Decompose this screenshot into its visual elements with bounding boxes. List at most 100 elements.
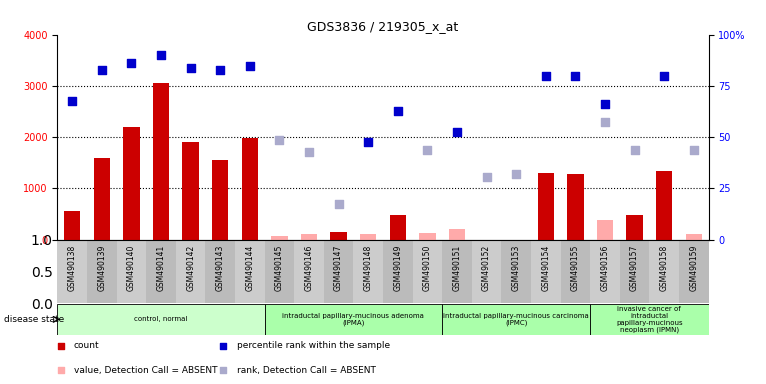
Bar	[64, 212, 80, 240]
Bar	[264, 240, 294, 303]
Text: value, Detection Call = ABSENT: value, Detection Call = ABSENT	[74, 366, 218, 375]
Bar	[301, 235, 317, 240]
Bar	[271, 235, 287, 240]
Point	[391, 108, 404, 114]
Point	[155, 52, 167, 58]
Bar	[242, 138, 258, 240]
Point	[510, 171, 522, 177]
Point	[54, 367, 67, 373]
Text: GSM490154: GSM490154	[542, 245, 550, 291]
Bar	[87, 240, 116, 303]
Bar	[390, 215, 406, 240]
Text: GSM490144: GSM490144	[245, 245, 254, 291]
Bar	[93, 157, 110, 240]
Bar	[360, 235, 376, 240]
Point	[421, 147, 434, 153]
Point	[599, 101, 611, 107]
Text: GSM490148: GSM490148	[364, 245, 373, 291]
Point	[480, 174, 493, 180]
Bar	[442, 240, 472, 303]
Text: GSM490159: GSM490159	[689, 245, 699, 291]
Bar	[153, 83, 169, 240]
Text: GSM490143: GSM490143	[216, 245, 224, 291]
Bar	[294, 240, 324, 303]
Bar	[146, 240, 176, 303]
Bar	[597, 220, 613, 240]
Text: control, normal: control, normal	[134, 316, 188, 322]
Title: GDS3836 / 219305_x_at: GDS3836 / 219305_x_at	[307, 20, 459, 33]
Point	[569, 73, 581, 79]
Text: intraductal papillary-mucinous carcinoma
(IPMC): intraductal papillary-mucinous carcinoma…	[444, 313, 589, 326]
Text: rank, Detection Call = ABSENT: rank, Detection Call = ABSENT	[237, 366, 375, 375]
Text: GSM490138: GSM490138	[67, 245, 77, 291]
Text: GSM490158: GSM490158	[660, 245, 669, 291]
Bar	[531, 240, 561, 303]
Bar	[176, 240, 205, 303]
Bar	[442, 304, 590, 335]
Bar	[561, 240, 590, 303]
Point	[599, 119, 611, 125]
Text: GSM490149: GSM490149	[393, 245, 402, 291]
Bar	[264, 304, 442, 335]
Bar	[413, 240, 442, 303]
Bar	[502, 240, 531, 303]
Text: percentile rank within the sample: percentile rank within the sample	[237, 341, 390, 350]
Point	[540, 73, 552, 79]
Text: GSM490139: GSM490139	[97, 245, 106, 291]
Point	[362, 139, 375, 145]
Point	[96, 67, 108, 73]
Bar	[590, 240, 620, 303]
Text: count: count	[74, 341, 100, 350]
Bar	[182, 142, 198, 240]
Point	[688, 147, 700, 153]
Text: GSM490146: GSM490146	[305, 245, 313, 291]
Point	[214, 67, 227, 73]
Bar	[627, 215, 643, 240]
Bar	[353, 240, 383, 303]
Text: GSM490145: GSM490145	[275, 245, 284, 291]
Bar	[123, 127, 139, 240]
Bar	[212, 160, 228, 240]
Text: GSM490141: GSM490141	[156, 245, 165, 291]
Point	[273, 137, 286, 143]
Point	[332, 201, 345, 207]
Point	[185, 65, 197, 71]
Bar	[449, 229, 465, 240]
Bar	[472, 240, 502, 303]
Text: GSM490140: GSM490140	[127, 245, 136, 291]
Bar	[383, 240, 413, 303]
Point	[628, 147, 640, 153]
Text: intraductal papillary-mucinous adenoma
(IPMA): intraductal papillary-mucinous adenoma (…	[283, 313, 424, 326]
Bar	[116, 240, 146, 303]
Bar	[686, 235, 702, 240]
Bar	[650, 240, 679, 303]
Bar	[324, 240, 353, 303]
Point	[126, 60, 138, 66]
Bar	[538, 173, 554, 240]
Point	[303, 149, 315, 156]
Point	[658, 73, 670, 79]
Bar	[568, 174, 584, 240]
Bar	[235, 240, 264, 303]
Text: invasive cancer of
intraductal
papillary-mucinous
neoplasm (IPMN): invasive cancer of intraductal papillary…	[616, 306, 683, 333]
Bar	[57, 240, 87, 303]
Point	[218, 367, 230, 373]
Text: GSM490151: GSM490151	[453, 245, 461, 291]
Text: GSM490150: GSM490150	[423, 245, 432, 291]
Bar	[679, 240, 709, 303]
Text: GSM490152: GSM490152	[482, 245, 491, 291]
Text: GSM490155: GSM490155	[571, 245, 580, 291]
Bar	[419, 233, 436, 240]
Point	[451, 129, 463, 135]
Text: GSM490157: GSM490157	[630, 245, 639, 291]
Bar	[330, 232, 347, 240]
Point	[218, 343, 230, 349]
Text: GSM490142: GSM490142	[186, 245, 195, 291]
Point	[244, 63, 256, 70]
Point	[54, 343, 67, 349]
Point	[66, 98, 78, 104]
Bar	[57, 304, 264, 335]
Bar	[205, 240, 235, 303]
Text: disease state: disease state	[4, 315, 64, 324]
Text: GSM490147: GSM490147	[334, 245, 343, 291]
